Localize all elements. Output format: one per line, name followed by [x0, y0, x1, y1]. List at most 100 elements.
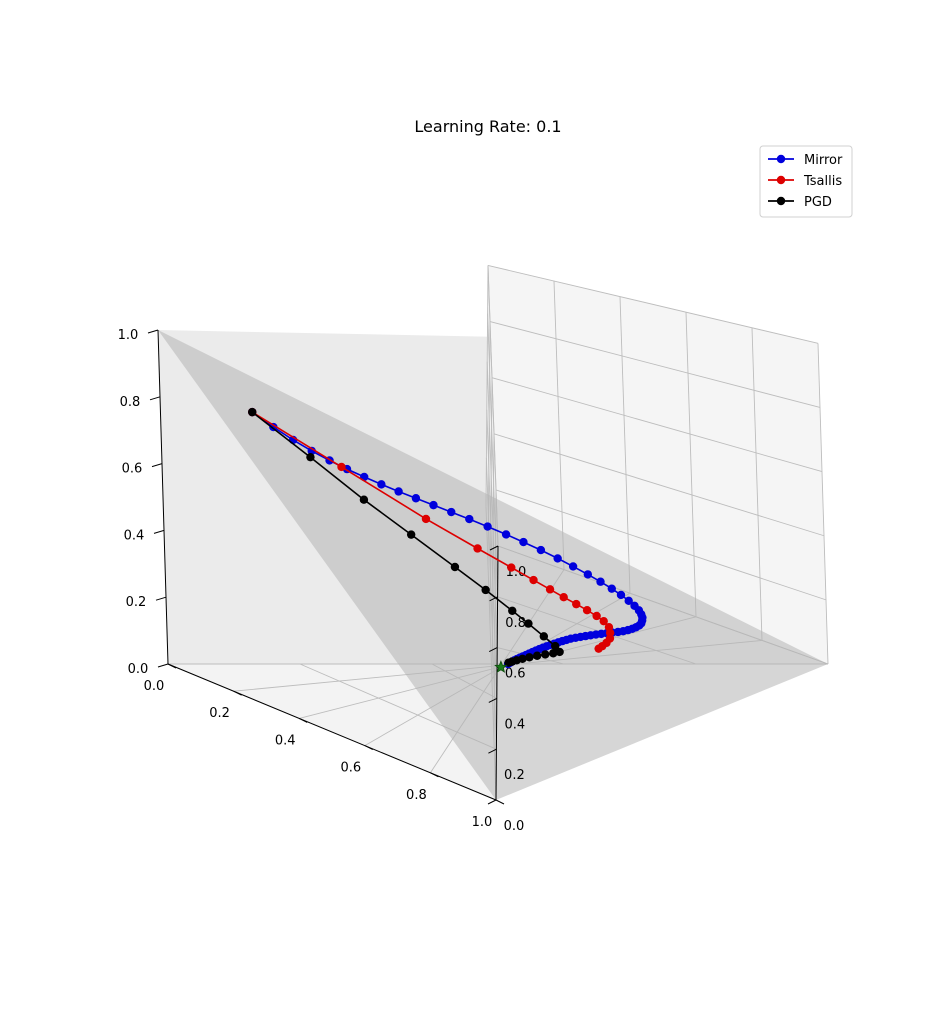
data-point [525, 653, 534, 662]
data-point [519, 537, 528, 547]
series-tsallis [248, 407, 615, 653]
data-point [545, 585, 555, 594]
z-tick [149, 396, 161, 401]
grid-line [485, 265, 489, 507]
z-tick-label: 0.6 [122, 462, 143, 477]
grid-line [495, 489, 827, 601]
grid-line [751, 327, 763, 641]
x-tick-label: 0.0 [144, 679, 165, 694]
grid-line [553, 281, 565, 570]
y-tick [488, 647, 498, 653]
data-point [559, 593, 568, 602]
data-point [406, 530, 416, 539]
z-tick-label: 0.8 [120, 395, 141, 410]
z-axis-line [157, 329, 169, 665]
data-point [524, 619, 533, 628]
data-point [596, 577, 605, 586]
y-tick-label: 0.8 [505, 616, 526, 631]
data-point [421, 514, 431, 524]
data-point [583, 570, 593, 579]
y-tick-label: 0.6 [505, 667, 526, 682]
grid-line [619, 296, 631, 594]
data-point [504, 658, 513, 667]
x-tick [233, 690, 242, 696]
series-pgd [248, 407, 564, 667]
data-point [481, 585, 490, 595]
x-tick [495, 799, 505, 805]
z-tick [153, 529, 165, 534]
data-point [551, 641, 560, 651]
chart-title: Learning Rate: 0.1 [414, 117, 561, 136]
data-point [572, 599, 581, 609]
x-tick [364, 745, 374, 751]
data-point [607, 584, 616, 593]
legend-label: Tsallis [803, 174, 842, 189]
data-point [555, 647, 564, 657]
data-point [450, 562, 460, 572]
grid-line [491, 377, 823, 473]
data-point [473, 544, 482, 553]
data-point [594, 644, 603, 653]
legend-swatch-marker [776, 175, 786, 185]
data-point [539, 632, 549, 641]
data-point [624, 596, 633, 606]
grid-line [493, 433, 825, 537]
grid-line [487, 265, 819, 344]
data-point [394, 487, 403, 496]
legend-swatch-marker [776, 196, 786, 206]
data-point [582, 606, 592, 615]
series-layer [248, 407, 647, 673]
legend: Mirror Tsallis PGD [759, 145, 853, 218]
data-point [507, 563, 516, 572]
x-tick-label: 0.4 [275, 733, 296, 748]
y-axis-line [495, 545, 499, 801]
z-tick-label: 1.0 [118, 328, 139, 343]
data-point [248, 407, 257, 417]
grid-line [489, 321, 821, 408]
axis-lines [157, 329, 499, 801]
z-tick-label: 0.4 [124, 528, 145, 543]
data-point [377, 480, 386, 489]
x-tick-label: 0.2 [209, 706, 230, 721]
data-point [529, 575, 538, 585]
x-tick-label: 0.6 [340, 761, 361, 776]
data-point [536, 545, 546, 555]
simplex-face [158, 330, 828, 800]
data-point [616, 590, 626, 600]
data-point [501, 530, 511, 539]
x-axis-line [167, 663, 497, 801]
data-point [429, 500, 438, 510]
data-point [553, 554, 562, 563]
data-point [465, 514, 474, 524]
x-tick [430, 772, 439, 778]
z-tick-label: 0.2 [126, 595, 147, 610]
z-tick [147, 329, 159, 334]
data-point [549, 649, 558, 658]
data-point [508, 606, 517, 615]
y-tick-label: 0.2 [504, 768, 525, 783]
legend-label: Mirror [804, 153, 843, 168]
optimum-star-marker [494, 660, 508, 673]
z-tick-label: 0.0 [128, 662, 149, 677]
data-point [592, 611, 601, 621]
x-tick [298, 717, 308, 723]
data-point [359, 495, 369, 504]
data-point [483, 522, 492, 531]
data-point [337, 462, 346, 472]
y-tick-label: 0.0 [504, 819, 525, 834]
x-tick [167, 663, 177, 669]
legend-swatch-marker [776, 154, 786, 164]
y-tick [489, 545, 499, 551]
data-point [532, 651, 542, 660]
y-tick [487, 799, 497, 805]
grid-line [817, 343, 829, 665]
data-point [306, 452, 315, 462]
y-tick [488, 748, 497, 754]
data-point [599, 616, 608, 626]
z-tick [157, 663, 169, 668]
x-tick-label: 0.8 [406, 788, 427, 803]
data-point [411, 494, 421, 503]
x-tick-label: 1.0 [472, 815, 493, 830]
z-tick [151, 463, 163, 468]
